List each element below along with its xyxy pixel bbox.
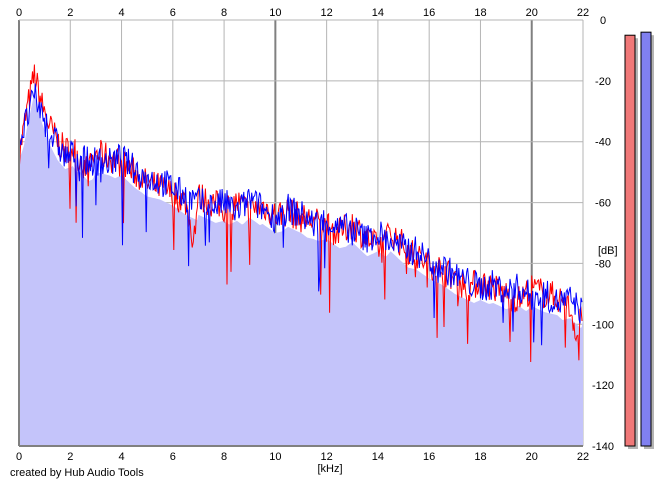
- axes: 002244668810101212141416161818202022220-…: [16, 7, 614, 463]
- x-tick-label-bottom: 4: [118, 451, 124, 463]
- x-tick-label-top: 2: [67, 7, 73, 19]
- x-tick-label-top: 12: [321, 7, 333, 19]
- x-tick-label-top: 4: [118, 7, 124, 19]
- x-tick-label-bottom: 0: [16, 451, 22, 463]
- credit-text: created by Hub Audio Tools: [10, 467, 144, 479]
- y-tick-label: -100: [592, 319, 614, 331]
- x-tick-label-bottom: 12: [321, 451, 333, 463]
- x-tick-label-bottom: 18: [474, 451, 486, 463]
- meter-left-channel: [624, 34, 636, 447]
- x-tick-label-top: 14: [372, 7, 384, 19]
- x-tick-label-bottom: 16: [423, 451, 435, 463]
- x-tick-label-top: 20: [526, 7, 538, 19]
- series-line-blue: [18, 83, 583, 346]
- x-tick-label-top: 16: [423, 7, 435, 19]
- y-tick-label: -140: [592, 441, 614, 453]
- y-tick-label: -40: [595, 137, 611, 149]
- x-tick-label-bottom: 14: [372, 451, 384, 463]
- spectrum-fill-area: [19, 93, 583, 446]
- y-tick-label: -120: [592, 380, 614, 392]
- x-axis-label: [kHz]: [317, 463, 342, 475]
- y-axis-label: [dB]: [598, 245, 618, 257]
- y-tick-label: -20: [595, 76, 611, 88]
- y-tick-label: -80: [595, 258, 611, 270]
- x-tick-label-top: 18: [474, 7, 486, 19]
- x-tick-label-top: 10: [269, 7, 281, 19]
- x-tick-label-top: 22: [577, 7, 589, 19]
- x-tick-label-bottom: 20: [526, 451, 538, 463]
- x-tick-label-bottom: 6: [170, 451, 176, 463]
- x-tick-label-bottom: 2: [67, 451, 73, 463]
- x-tick-label-top: 0: [16, 7, 22, 19]
- y-tick-label: 0: [600, 15, 606, 27]
- x-tick-label-top: 6: [170, 7, 176, 19]
- x-tick-label-bottom: 10: [269, 451, 281, 463]
- meter-right-channel: [640, 31, 652, 447]
- y-tick-label: -60: [595, 198, 611, 210]
- x-tick-label-bottom: 8: [221, 451, 227, 463]
- spectrum-series: [18, 64, 583, 363]
- spectrum-area: [19, 93, 583, 446]
- x-tick-label-bottom: 22: [577, 451, 589, 463]
- x-tick-label-top: 8: [221, 7, 227, 19]
- level-meters: [624, 31, 654, 450]
